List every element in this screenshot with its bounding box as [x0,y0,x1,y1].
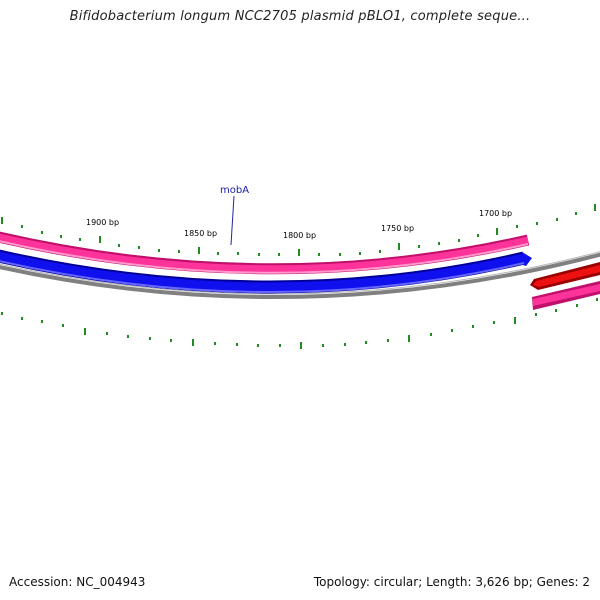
right-red-gene [530,262,600,290]
tick-label-1900: 1900 bp [86,218,119,227]
accession-label: Accession: NC_004943 [9,575,146,589]
right-pink-gene [532,281,600,310]
tick-label-1850: 1850 bp [184,229,217,238]
map-title: Bifidobacterium longum NCC2705 plasmid p… [69,9,531,24]
inner-ticks [1,298,598,349]
tick-label-1700: 1700 bp [479,209,512,218]
tick-label-1750: 1750 bp [381,224,414,233]
gene-label-mobA: mobA [220,185,249,196]
mobA-gene-arrow [0,249,532,294]
forward-gene-track [0,231,530,275]
tick-label-1800: 1800 bp [283,231,316,240]
topology-summary: Topology: circular; Length: 3,626 bp; Ge… [313,575,590,589]
plasmid-backbone [0,252,600,300]
outer-ticks [1,204,596,256]
gene-label-leader [230,195,235,246]
